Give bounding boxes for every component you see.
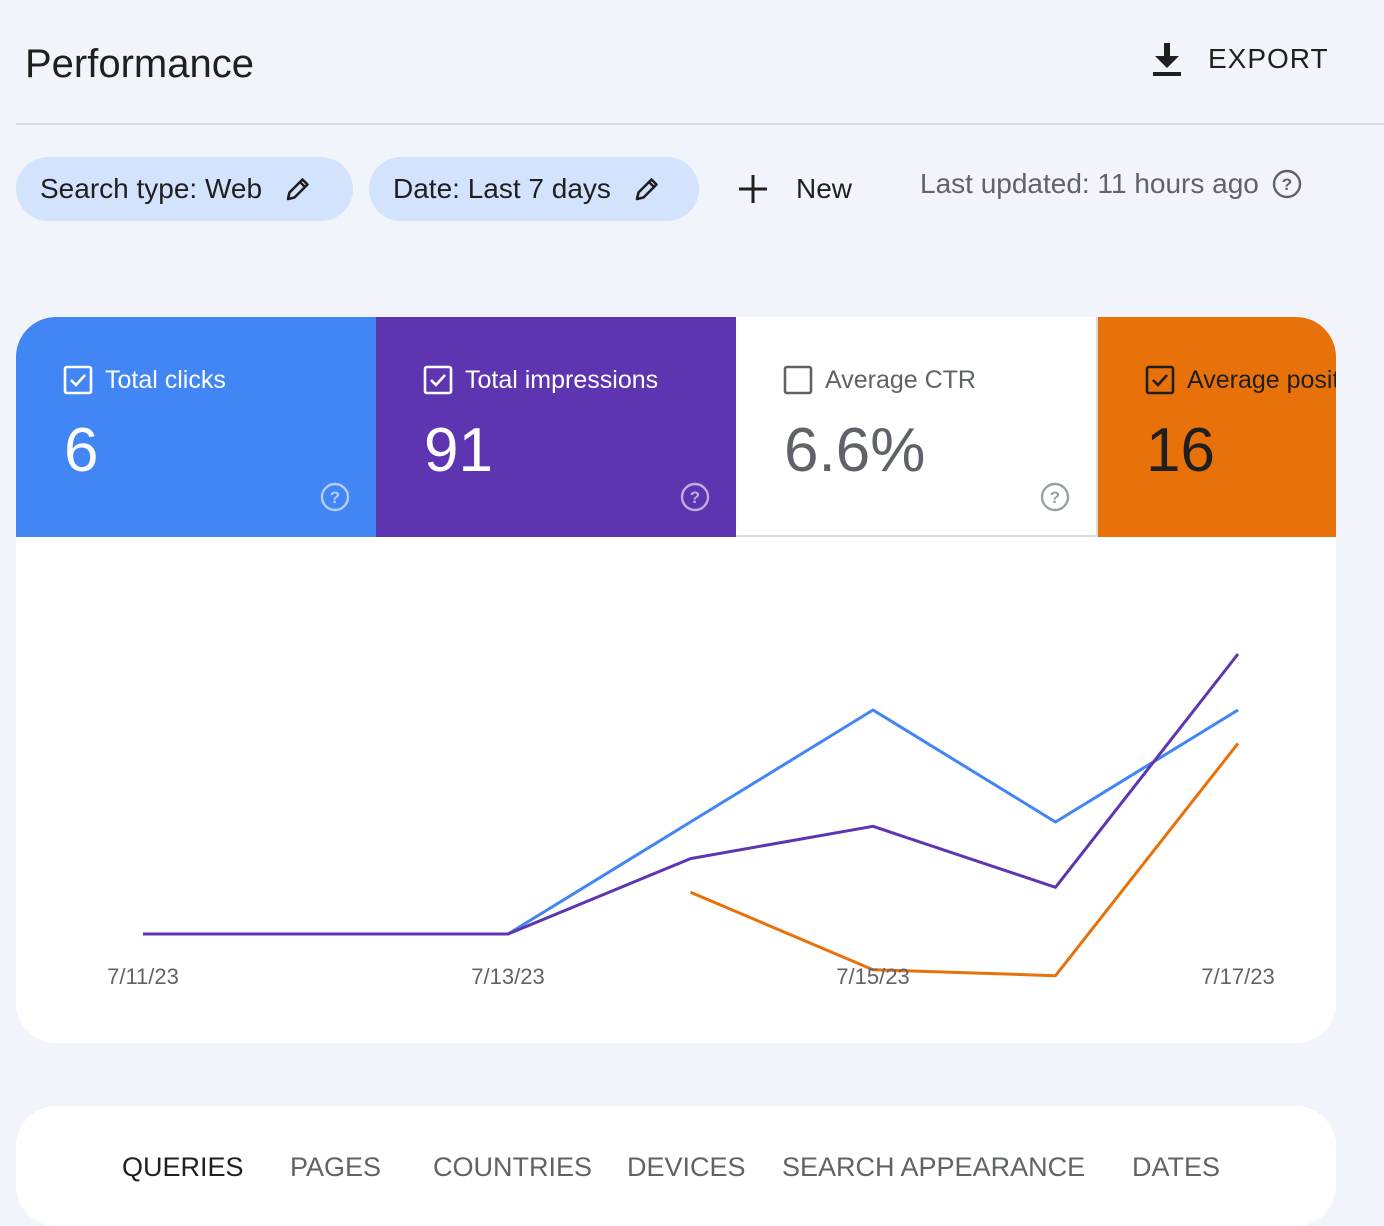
- dimension-tabs: QUERIES PAGES COUNTRIES DEVICES SEARCH A…: [16, 1106, 1336, 1226]
- new-filter-button[interactable]: New: [736, 160, 852, 218]
- series-line-1: [143, 653, 1240, 936]
- metric-label: Average position: [1187, 365, 1336, 394]
- svg-text:?: ?: [1050, 488, 1060, 507]
- search-type-label: Search type: Web: [40, 173, 263, 204]
- checkbox-unchecked-icon[interactable]: [783, 365, 813, 395]
- pencil-icon: [635, 178, 658, 201]
- metric-label: Total impressions: [465, 365, 659, 394]
- metric-label: Average CTR: [825, 365, 976, 394]
- metric-header: Average CTR: [783, 365, 976, 395]
- tab-devices[interactable]: DEVICES: [627, 1152, 746, 1182]
- svg-text:?: ?: [1282, 175, 1292, 194]
- series-line-2: [689, 742, 1240, 978]
- help-icon[interactable]: ?: [319, 481, 351, 513]
- metric-header: Total impressions: [423, 365, 658, 395]
- x-tick-label: 7/17/23: [1201, 964, 1274, 989]
- export-label: EXPORT: [1208, 43, 1329, 74]
- checkbox-checked-icon[interactable]: [63, 365, 93, 395]
- svg-text:?: ?: [690, 488, 700, 507]
- metric-average-ctr[interactable]: Average CTR 6.6% ?: [736, 317, 1096, 537]
- last-updated: Last updated: 11 hours ago ?: [920, 168, 1303, 200]
- metric-header: Average position: [1145, 365, 1336, 395]
- series-line-0: [143, 708, 1239, 936]
- performance-card: Total clicks 6 ? Total impressions 91 ? …: [16, 317, 1336, 1043]
- page-title: Performance: [25, 42, 254, 86]
- metric-value: 6.6%: [784, 416, 926, 485]
- pencil-icon: [286, 178, 309, 201]
- x-tick-label: 7/13/23: [471, 964, 544, 989]
- export-button[interactable]: EXPORT: [1150, 36, 1329, 82]
- help-icon[interactable]: ?: [1271, 168, 1303, 200]
- svg-text:?: ?: [330, 488, 340, 507]
- tab-dates[interactable]: DATES: [1132, 1152, 1221, 1182]
- plus-icon: [739, 175, 767, 203]
- last-updated-text: Last updated: 11 hours ago: [920, 168, 1259, 199]
- help-icon[interactable]: ?: [1039, 481, 1071, 513]
- x-tick-label: 7/15/23: [836, 964, 909, 989]
- metric-value: 6: [64, 416, 99, 485]
- header-divider: [16, 123, 1384, 125]
- tab-queries[interactable]: QUERIES: [122, 1152, 244, 1182]
- checkbox-checked-icon[interactable]: [423, 365, 453, 395]
- date-chip[interactable]: Date: Last 7 days: [369, 157, 699, 221]
- metric-value: 16: [1146, 416, 1215, 485]
- new-filter-label: New: [796, 173, 853, 204]
- metric-total-clicks[interactable]: Total clicks 6 ?: [16, 317, 376, 537]
- metric-header: Total clicks: [63, 365, 226, 395]
- checkbox-checked-icon[interactable]: [1145, 365, 1175, 395]
- metric-value: 91: [424, 416, 493, 485]
- date-label: Date: Last 7 days: [393, 173, 611, 204]
- help-icon[interactable]: ?: [679, 481, 711, 513]
- metric-label: Total clicks: [105, 365, 226, 394]
- tab-pages[interactable]: PAGES: [290, 1152, 382, 1182]
- metric-total-impressions[interactable]: Total impressions 91 ?: [376, 317, 736, 537]
- download-icon: [1153, 43, 1181, 76]
- tab-countries[interactable]: COUNTRIES: [433, 1152, 593, 1182]
- x-tick-label: 7/11/23: [107, 964, 179, 989]
- metric-average-position[interactable]: Average position 16: [1096, 317, 1336, 537]
- performance-chart: 7/11/23 7/13/23 7/15/23 7/17/23: [107, 653, 1275, 989]
- tab-search-appearance[interactable]: SEARCH APPEARANCE: [782, 1152, 1086, 1182]
- search-type-chip[interactable]: Search type: Web: [16, 157, 353, 221]
